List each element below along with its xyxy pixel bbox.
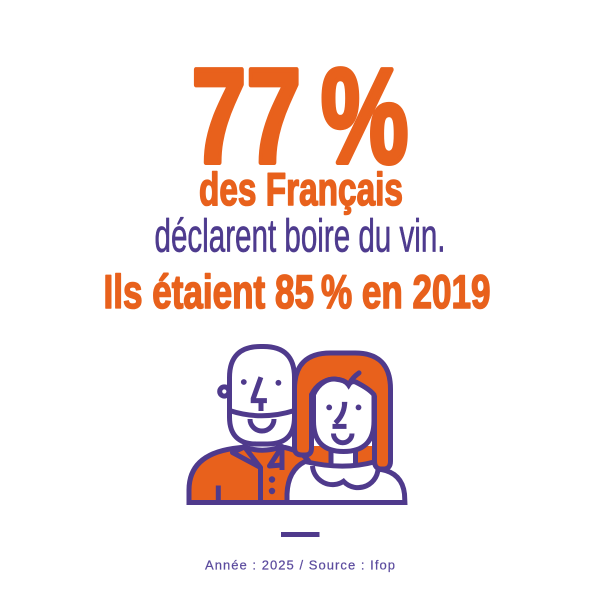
svg-text:des Français: des Français <box>199 163 403 215</box>
svg-text:Ils étaient 85 % en 2019: Ils étaient 85 % en 2019 <box>104 265 491 318</box>
svg-text:déclarent boire du vin.: déclarent boire du vin. <box>155 210 446 262</box>
svg-text:Année : 2025 / Source : Ifop: Année : 2025 / Source : Ifop <box>205 558 395 573</box>
svg-text:77 %: 77 % <box>192 41 409 192</box>
